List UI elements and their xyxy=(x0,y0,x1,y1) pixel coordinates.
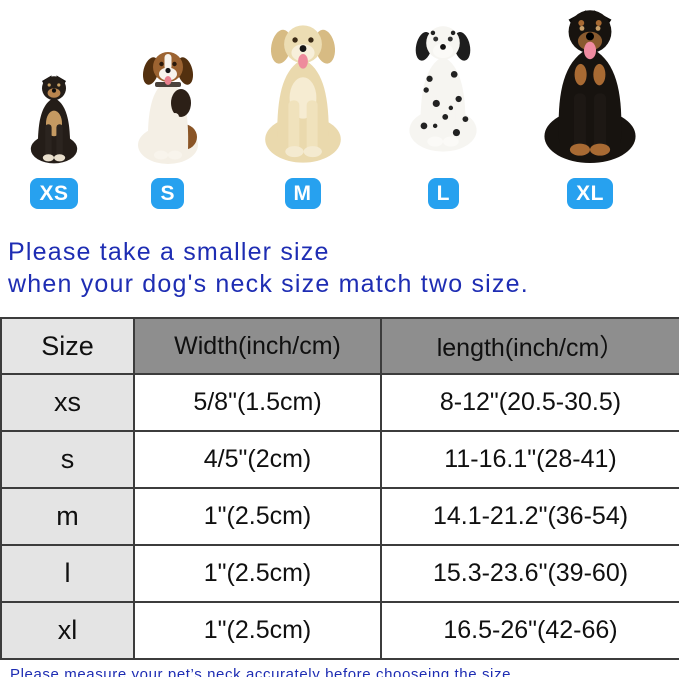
table-row: m 1"(2.5cm) 14.1-21.2"(36-54) xyxy=(0,487,679,546)
size-badge-l: L xyxy=(427,178,459,209)
table-header-row: Size Width(inch/cm) length(inch/cm） xyxy=(0,317,679,375)
size-cell: xs xyxy=(0,373,135,432)
dog-size-illustrations: XS S xyxy=(0,0,679,209)
header-width: Width(inch/cm) xyxy=(133,317,382,375)
xs-puppy-illustration xyxy=(30,75,78,164)
size-cell: l xyxy=(0,544,135,603)
dog-figure-xl: XL xyxy=(523,7,657,209)
sizing-advice-line1: Please take a smaller size xyxy=(8,238,330,266)
rottweiler-illustration xyxy=(544,10,636,164)
header-size: Size xyxy=(0,317,135,375)
size-badge-xl: XL xyxy=(567,178,613,209)
golden-retriever-illustration xyxy=(264,25,341,163)
size-badge-xs: XS xyxy=(30,178,78,209)
length-cell: 8-12"(20.5-30.5) xyxy=(380,373,679,432)
table-row: xl 1"(2.5cm) 16.5-26"(42-66) xyxy=(0,601,679,660)
table-row: l 1"(2.5cm) 15.3-23.6"(39-60) xyxy=(0,544,679,603)
header-length: length(inch/cm） xyxy=(380,317,679,375)
size-badge-m: M xyxy=(284,178,321,209)
dog-figure-s: S xyxy=(118,49,218,209)
table-row: s 4/5"(2cm) 11-16.1"(28-41) xyxy=(0,430,679,489)
length-cell: 16.5-26"(42-66) xyxy=(380,601,679,660)
width-cell: 1"(2.5cm) xyxy=(133,601,382,660)
size-table: Size Width(inch/cm) length(inch/cm） xs 5/… xyxy=(0,317,679,660)
size-cell: m xyxy=(0,487,135,546)
sizing-advice-note: Please take a smaller size when your dog… xyxy=(0,236,679,300)
beagle-illustration xyxy=(137,52,198,164)
dog-figure-xs: XS xyxy=(14,73,94,209)
dog-figure-m: M xyxy=(242,22,364,209)
measuring-advice-note: Please measure your pet’s neck accuratel… xyxy=(10,666,516,677)
size-badge-s: S xyxy=(151,178,184,209)
table-row: xs 5/8"(1.5cm) 8-12"(20.5-30.5) xyxy=(0,373,679,432)
length-cell: 11-16.1"(28-41) xyxy=(380,430,679,489)
size-cell: s xyxy=(0,430,135,489)
sizing-advice-line2: when your dog's neck size match two size… xyxy=(8,270,529,298)
dalmatian-illustration xyxy=(409,26,477,152)
width-cell: 1"(2.5cm) xyxy=(133,544,382,603)
size-cell: xl xyxy=(0,601,135,660)
width-cell: 5/8"(1.5cm) xyxy=(133,373,382,432)
width-cell: 1"(2.5cm) xyxy=(133,487,382,546)
width-cell: 4/5"(2cm) xyxy=(133,430,382,489)
dog-figure-l: L xyxy=(387,11,499,209)
length-cell: 14.1-21.2"(36-54) xyxy=(380,487,679,546)
size-table-body: xs 5/8"(1.5cm) 8-12"(20.5-30.5) s 4/5"(2cm) 1… xyxy=(0,373,679,660)
length-cell: 15.3-23.6"(39-60) xyxy=(380,544,679,603)
